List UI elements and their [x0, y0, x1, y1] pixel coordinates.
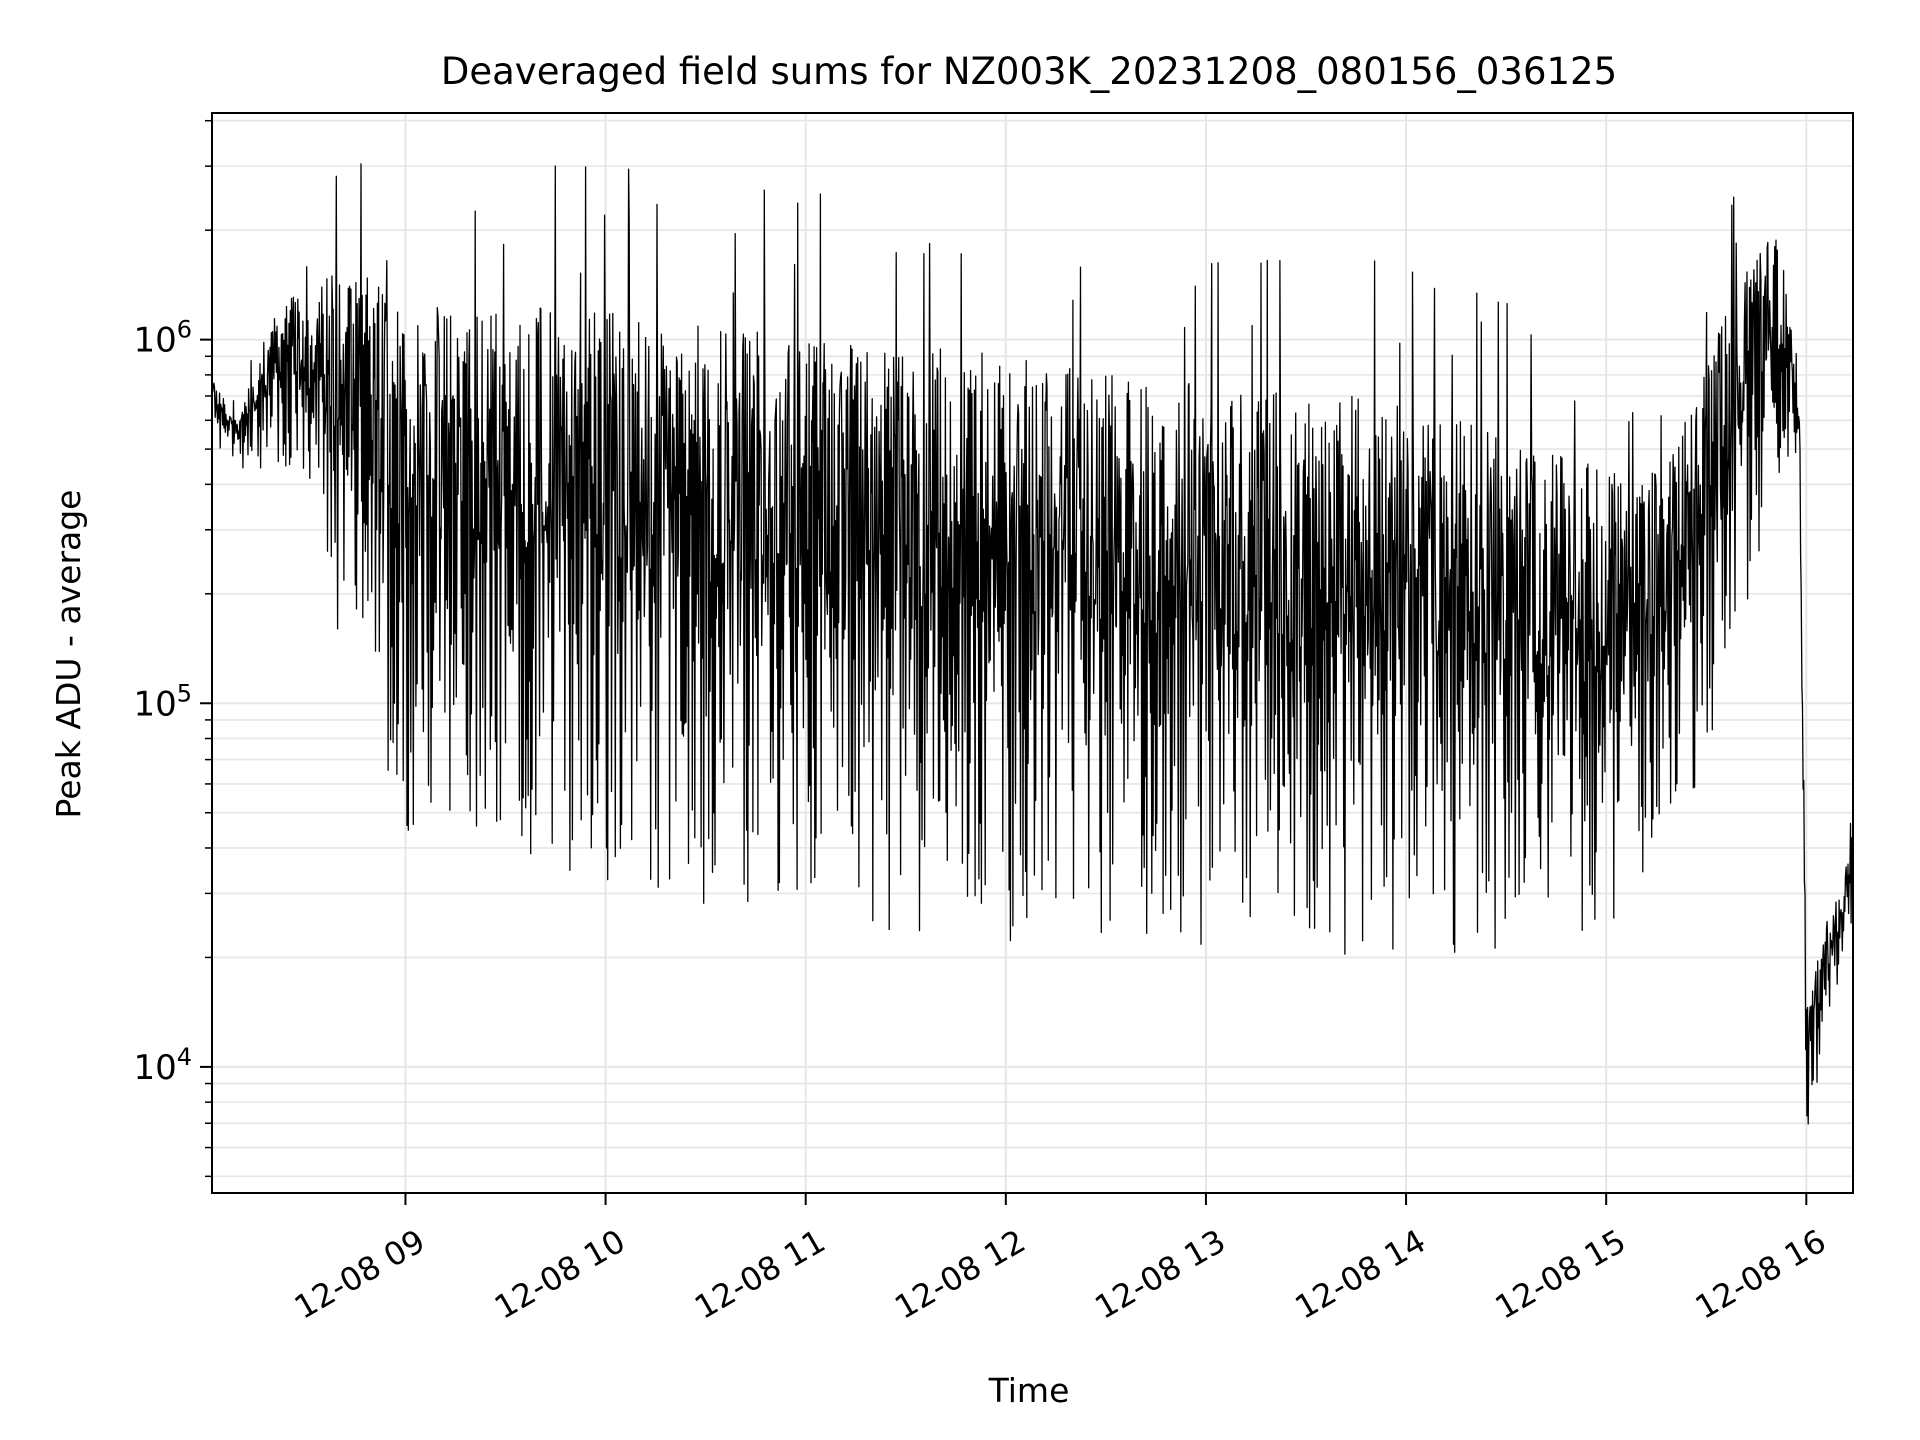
y-tick-label: 105 — [133, 679, 192, 724]
y-tick-label: 104 — [133, 1043, 192, 1088]
x-tick-label: 12-08 13 — [1088, 1222, 1232, 1327]
plot-frame — [211, 112, 1854, 1194]
x-tick-label: 12-08 15 — [1489, 1222, 1633, 1327]
y-tick-label: 106 — [133, 316, 192, 361]
series-path — [211, 163, 1854, 1125]
x-tick-label: 12-08 11 — [688, 1222, 832, 1327]
y-axis-label: Peak ADU - average — [49, 490, 88, 819]
x-axis: 12-08 09 12-08 10 12-08 11 12-08 12 12-08 13… — [288, 1193, 1832, 1327]
x-tick-label: 12-08 12 — [888, 1222, 1032, 1327]
x-axis-label: Time — [988, 1371, 1070, 1410]
y-axis: 104 105 106 — [133, 119, 212, 1178]
chart-title: Deaveraged field sums for NZ003K_2023120… — [441, 50, 1617, 93]
x-tick-label: 12-08 14 — [1288, 1222, 1432, 1327]
x-tick-label: 12-08 10 — [488, 1222, 632, 1327]
x-tick-label: 12-08 09 — [288, 1222, 432, 1327]
series-line — [211, 163, 1854, 1125]
x-tick-label: 12-08 16 — [1689, 1222, 1833, 1327]
